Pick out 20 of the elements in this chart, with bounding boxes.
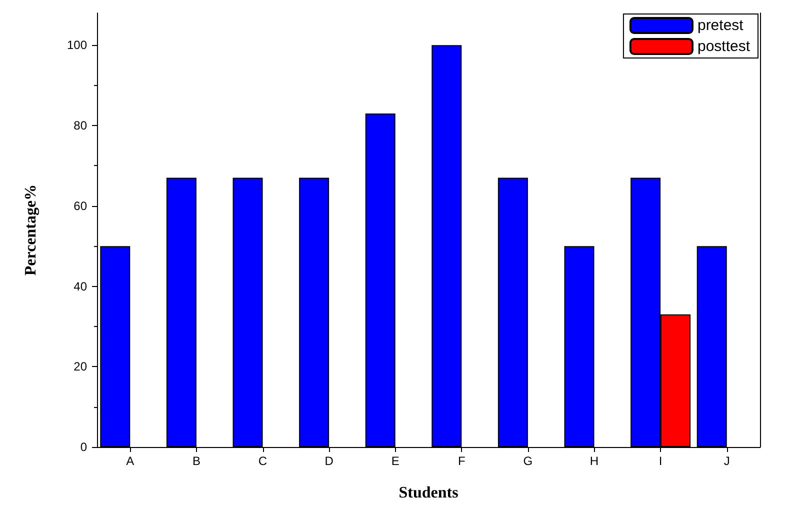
y-tick-label: 80	[74, 118, 88, 133]
x-tick-label: E	[391, 454, 400, 468]
y-tick-label: 40	[74, 279, 88, 294]
x-tick-label: J	[724, 454, 730, 468]
x-tick-label: I	[658, 454, 662, 468]
x-tick-label: B	[192, 454, 200, 468]
x-axis-title: Students	[398, 484, 458, 502]
y-axis-title: Percentage%	[22, 184, 40, 276]
y-tick-label: 0	[80, 440, 88, 454]
x-tick-label: H	[590, 454, 599, 468]
y-tick-label: 60	[74, 198, 88, 213]
x-tick-label: C	[258, 454, 268, 468]
x-tick-label: D	[324, 454, 334, 468]
y-tick-label: 20	[74, 360, 88, 374]
x-tick-label: A	[126, 454, 134, 468]
legend-label: pretest	[697, 17, 744, 34]
y-tick-label: 100	[66, 38, 88, 52]
legend-label: posttest	[697, 38, 751, 55]
x-tick-label: F	[458, 454, 466, 468]
x-tick-label: G	[523, 454, 533, 468]
